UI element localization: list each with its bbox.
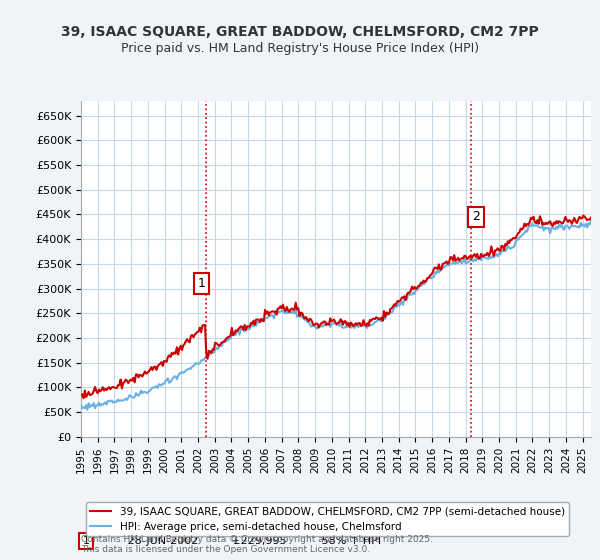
Legend: 39, ISAAC SQUARE, GREAT BADDOW, CHELMSFORD, CM2 7PP (semi-detached house), HPI: : 39, ISAAC SQUARE, GREAT BADDOW, CHELMSFO… <box>86 502 569 536</box>
Text: 39, ISAAC SQUARE, GREAT BADDOW, CHELMSFORD, CM2 7PP: 39, ISAAC SQUARE, GREAT BADDOW, CHELMSFO… <box>61 25 539 39</box>
Text: 2: 2 <box>472 211 480 223</box>
Text: 1: 1 <box>83 536 89 546</box>
Text: 28-JUN-2002          £229,995          58% ↑ HPI: 28-JUN-2002 £229,995 58% ↑ HPI <box>116 536 381 546</box>
Text: Contains HM Land Registry data © Crown copyright and database right 2025.
This d: Contains HM Land Registry data © Crown c… <box>81 535 433 554</box>
Text: 1: 1 <box>197 277 205 290</box>
Text: Price paid vs. HM Land Registry's House Price Index (HPI): Price paid vs. HM Land Registry's House … <box>121 42 479 55</box>
